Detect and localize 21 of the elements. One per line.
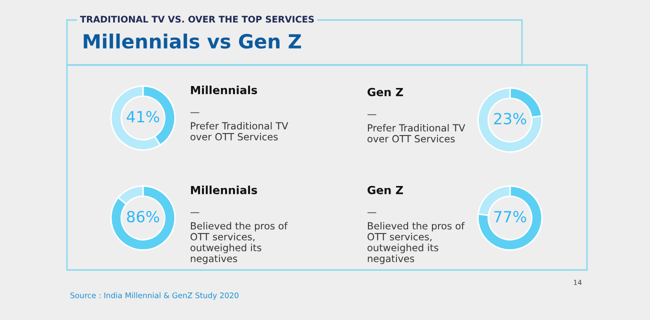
text: Believed the pros of OTT services, outweighed its negatives bbox=[368, 222, 465, 264]
data-label: 77% bbox=[494, 210, 526, 222]
text: TRADITIONAL TV VS. OVER THE TOP SERVICES bbox=[80, 16, 314, 23]
text: Millennials vs Gen Z bbox=[84, 34, 302, 49]
donut-slice bbox=[110, 185, 176, 251]
data-label: 23% bbox=[494, 112, 526, 124]
donut-slice bbox=[477, 87, 543, 153]
text: — bbox=[190, 212, 200, 214]
donut-slice bbox=[477, 185, 543, 251]
text: Gen Z bbox=[368, 186, 403, 194]
text: — bbox=[367, 114, 376, 116]
text: Prefer Traditional TV over OTT Services bbox=[190, 122, 288, 140]
text: — bbox=[367, 212, 376, 214]
data-label: 41% bbox=[126, 110, 160, 122]
text: — bbox=[190, 112, 200, 114]
text: Believed the pros of OTT services, outweighed its negatives bbox=[190, 222, 288, 264]
text: Millennials bbox=[191, 86, 258, 94]
text: Gen Z bbox=[368, 88, 403, 96]
data-label: 86% bbox=[127, 210, 160, 222]
text: Prefer Traditional TV over OTT Services bbox=[368, 124, 466, 142]
text: Millennials bbox=[191, 186, 258, 194]
